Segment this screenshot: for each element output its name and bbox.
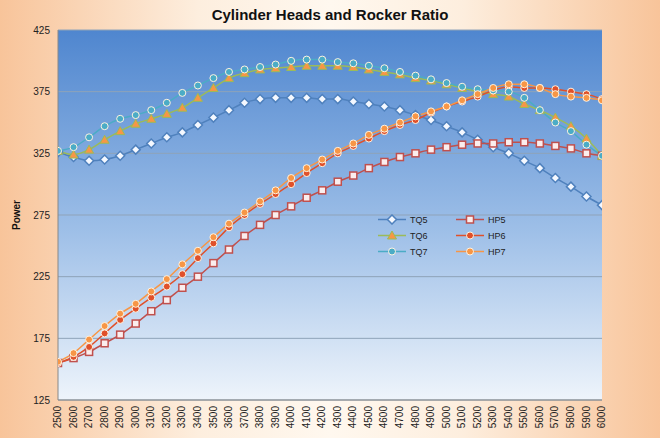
svg-text:4300: 4300 [332,406,343,429]
svg-text:5500: 5500 [518,406,529,429]
svg-text:2900: 2900 [114,406,125,429]
svg-text:3800: 3800 [254,406,265,429]
svg-text:4700: 4700 [394,406,405,429]
svg-text:175: 175 [33,333,50,344]
svg-text:Power: Power [11,200,22,230]
svg-text:5000: 5000 [441,406,452,429]
svg-text:3000: 3000 [130,406,141,429]
svg-text:4800: 4800 [410,406,421,429]
svg-text:4900: 4900 [425,406,436,429]
svg-text:3900: 3900 [270,406,281,429]
svg-text:3200: 3200 [161,406,172,429]
svg-text:2800: 2800 [99,406,110,429]
svg-text:4500: 4500 [363,406,374,429]
html-text:TQ6: TQ6 [410,230,428,241]
html-text:Cylinder Heads and Rocker Rati: Cylinder Heads and Rocker Ratio [211,6,449,23]
svg-text:4400: 4400 [347,406,358,429]
svg-text:4600: 4600 [379,406,390,429]
svg-text:5400: 5400 [503,406,514,429]
html-text:HP5: HP5 [488,214,506,225]
svg-text:275: 275 [33,210,50,221]
svg-text:2600: 2600 [68,406,79,429]
svg-text:125: 125 [33,395,50,406]
svg-text:5600: 5600 [534,406,545,429]
svg-text:5100: 5100 [456,406,467,429]
svg-text:5800: 5800 [565,406,576,429]
svg-text:4000: 4000 [285,406,296,429]
svg-text:6000: 6000 [596,406,607,429]
svg-text:3500: 3500 [208,406,219,429]
svg-text:425: 425 [33,25,50,36]
svg-text:3300: 3300 [176,406,187,429]
svg-text:375: 375 [33,86,50,97]
svg-text:4100: 4100 [301,406,312,429]
svg-text:4200: 4200 [316,406,327,429]
html-text:TQ7: TQ7 [410,246,428,257]
svg-text:3400: 3400 [192,406,203,429]
svg-text:225: 225 [33,271,50,282]
html-text:HP6: HP6 [488,230,506,241]
svg-text:3600: 3600 [223,406,234,429]
html-text:TQ5: TQ5 [410,214,428,225]
html-text:HP7: HP7 [488,246,506,257]
svg-text:2700: 2700 [83,406,94,429]
svg-text:5300: 5300 [487,406,498,429]
svg-text:5700: 5700 [549,406,560,429]
svg-text:3100: 3100 [145,406,156,429]
svg-text:3700: 3700 [239,406,250,429]
svg-text:5900: 5900 [581,406,592,429]
svg-text:2500: 2500 [52,406,63,429]
svg-text:325: 325 [33,148,50,159]
svg-text:5200: 5200 [472,406,483,429]
